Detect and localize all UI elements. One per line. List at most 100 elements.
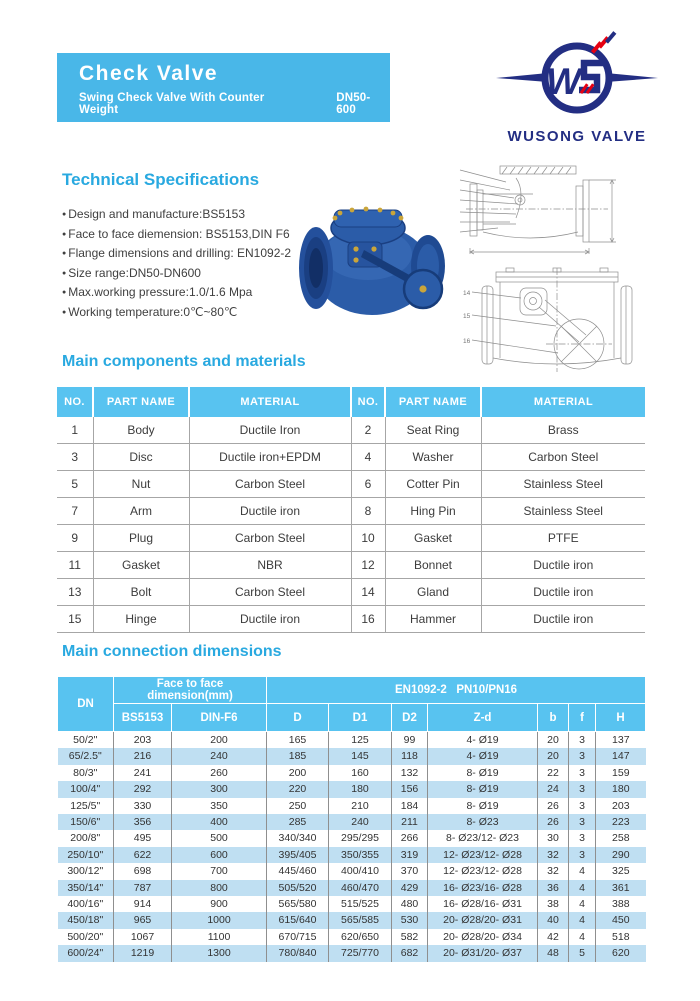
table-cell: 500/20" xyxy=(57,928,114,946)
table-cell: 300/12" xyxy=(57,863,114,880)
table-cell: Ductile iron xyxy=(481,578,645,606)
col-z-d: Z-d xyxy=(427,703,539,732)
table-cell: 3 xyxy=(568,846,597,864)
table-cell: 1219 xyxy=(113,945,172,962)
table-cell: 180 xyxy=(328,781,393,798)
table-cell: 36 xyxy=(537,879,570,897)
table-cell: 5 xyxy=(57,470,94,498)
table-cell: 250/10" xyxy=(57,846,114,864)
logo-mark-icon: W xyxy=(496,23,658,114)
table-cell: 132 xyxy=(391,764,429,782)
table-cell: 16 xyxy=(351,605,386,633)
table-cell: 285 xyxy=(266,814,330,831)
table-row: 450/18" 965 1000 615/640 565/585 530 20- Ø28/2… xyxy=(57,912,646,929)
table-cell: 210 xyxy=(328,797,393,815)
table-cell: Hammer xyxy=(385,605,482,633)
table-cell: 450 xyxy=(612,914,630,927)
table-row: 125/5" 330 350 250 210 184 8- Ø19 26 3 203 xyxy=(57,797,646,815)
table-cell: 300 xyxy=(171,781,268,798)
table-cell: Carbon Steel xyxy=(189,578,352,606)
technical-drawing: 14 15 16 xyxy=(458,156,688,379)
table-cell: 258 xyxy=(612,832,630,845)
table-cell: 3 xyxy=(568,797,597,815)
table-cell: 80/3" xyxy=(57,764,114,782)
table-cell: 620 xyxy=(612,947,630,960)
table-cell: Nut xyxy=(93,470,190,498)
table-cell: 1 xyxy=(57,417,94,444)
table-cell: 250 xyxy=(266,797,330,815)
title-banner: Check Valve Swing Check Valve With Count… xyxy=(57,53,390,122)
table-cell: 3 xyxy=(57,443,94,471)
table-cell: 600 xyxy=(171,846,268,864)
table-row: 7 Arm Ductile iron 8 Hing Pin Stainless Steel xyxy=(57,497,645,525)
components-heading: Main components and materials xyxy=(62,353,306,370)
table-cell: 3 xyxy=(568,814,597,831)
table-cell: 4 xyxy=(568,912,597,929)
table-cell: 180 xyxy=(612,783,630,796)
table-cell: 13 xyxy=(57,578,94,606)
table-cell: 42 xyxy=(537,928,570,946)
table-cell: 480 xyxy=(391,896,429,913)
table-row: 80/3" 241 260 200 160 132 8- Ø19 22 3 159 xyxy=(57,764,646,782)
table-cell: 388 xyxy=(612,898,630,911)
table-cell: 240 xyxy=(171,748,268,765)
page-subtitle: Swing Check Valve With Counter Weight xyxy=(79,92,265,116)
table-row: 500/20" 1067 1100 670/715 620/650 582 20- Ø28/… xyxy=(57,928,646,946)
technical-specifications-section: Technical Specifications Design and manu… xyxy=(62,170,302,322)
company-logo: W WUSONG VALVE xyxy=(492,23,662,145)
table-cell: 12- Ø23/12- Ø28 xyxy=(427,863,539,880)
table-cell: 4 xyxy=(351,443,386,471)
table-row: 250/10" 622 600 395/405 350/355 319 12- Ø23/12… xyxy=(57,846,646,864)
table-row: 150/6" 356 400 285 240 211 8- Ø23 26 3 223 xyxy=(57,814,646,831)
table-cell: Washer xyxy=(385,443,482,471)
table-cell: Cotter Pin xyxy=(385,470,482,498)
table-cell: Body xyxy=(93,417,190,444)
table-cell: 400 xyxy=(171,814,268,831)
table-cell: 165 xyxy=(266,731,330,749)
table-cell: Disc xyxy=(93,443,190,471)
table-cell: 361 xyxy=(612,881,630,894)
table-cell: 38 xyxy=(537,896,570,913)
table-cell: 220 xyxy=(266,781,330,798)
table-cell: 350/14" xyxy=(57,879,114,897)
table-cell: Ductile iron xyxy=(189,605,352,633)
table-cell: 266 xyxy=(391,830,429,847)
table-cell: 24 xyxy=(537,781,570,798)
table-row: 9 Plug Carbon Steel 10 Gasket PTFE xyxy=(57,524,645,552)
spec-item: Face to face diemension: BS5153,DIN F6 xyxy=(62,225,302,245)
table-cell: 1000 xyxy=(171,912,268,929)
table-cell: 26 xyxy=(537,814,570,831)
table-cell: Carbon Steel xyxy=(189,470,352,498)
drawing-label-16: 16 xyxy=(463,338,471,345)
table-cell: 340/340 xyxy=(266,830,330,847)
col-f: f xyxy=(568,703,597,732)
table-cell: Seat Ring xyxy=(385,417,482,444)
dimensions-heading: Main connection dimensions xyxy=(62,643,282,660)
table-row: 350/14" 787 800 505/520 460/470 429 16- Ø23/16… xyxy=(57,879,646,897)
table-cell: 4 xyxy=(568,879,597,897)
table-cell: 241 xyxy=(113,764,172,782)
col-h: H xyxy=(595,703,647,732)
col-d2: D2 xyxy=(391,703,429,732)
drawing-label-15: 15 xyxy=(463,313,471,320)
table-cell: 7 xyxy=(57,497,94,525)
table-cell: 20- Ø31/20- Ø37 xyxy=(427,945,539,962)
table-cell: 8- Ø23/12- Ø23 xyxy=(427,830,539,847)
table-cell: 6 xyxy=(351,470,386,498)
table-row: 50/2" 203 200 165 125 99 4- Ø19 20 3 137 xyxy=(57,731,646,749)
table-cell: 600/24" xyxy=(57,945,114,962)
table-cell: 292 xyxy=(113,781,172,798)
table-cell: Ductile iron xyxy=(481,551,645,579)
table-cell: 8 xyxy=(351,497,386,525)
table-cell: 223 xyxy=(612,816,630,829)
table-cell: 787 xyxy=(113,879,172,897)
table-cell: 145 xyxy=(328,748,393,765)
table-cell: 125 xyxy=(328,731,393,749)
col-no-1: NO. xyxy=(57,387,94,417)
table-cell: 216 xyxy=(113,748,172,765)
table-cell: 698 xyxy=(113,863,172,880)
table-cell: 30 xyxy=(537,830,570,847)
table-row: 13 Bolt Carbon Steel 14 Gland Ductile iron xyxy=(57,578,645,606)
table-cell: Stainless Steel xyxy=(481,470,645,498)
table-cell: Brass xyxy=(481,417,645,444)
